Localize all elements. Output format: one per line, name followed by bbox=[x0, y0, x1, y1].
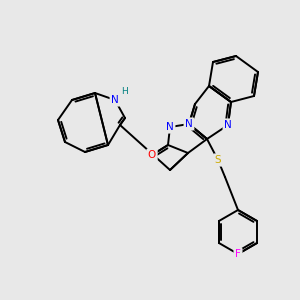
Text: H: H bbox=[121, 86, 128, 95]
Text: F: F bbox=[235, 249, 241, 259]
Text: N: N bbox=[224, 120, 232, 130]
Text: O: O bbox=[148, 150, 156, 160]
Text: N: N bbox=[166, 122, 174, 132]
Text: N: N bbox=[111, 95, 119, 105]
Text: N: N bbox=[185, 119, 193, 129]
Text: S: S bbox=[215, 155, 221, 165]
